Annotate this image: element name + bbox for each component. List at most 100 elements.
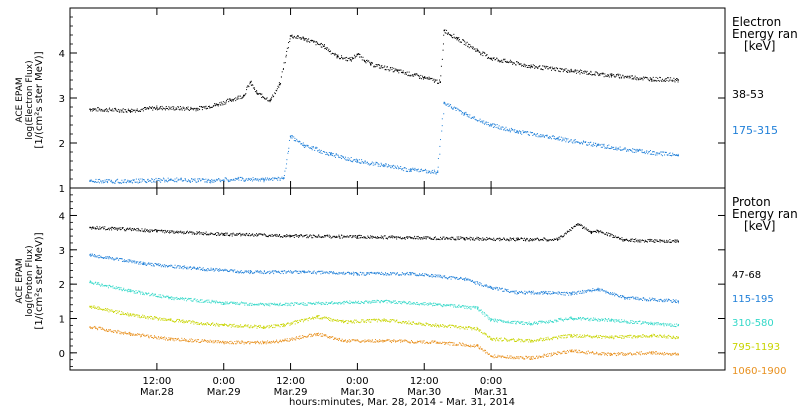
scatter-dot	[439, 145, 441, 147]
scatter-dot	[249, 273, 251, 275]
scatter-dot	[458, 304, 460, 306]
data-point	[677, 154, 679, 157]
scatter-dot	[613, 319, 615, 321]
scatter-dot	[418, 275, 420, 277]
scatter-dot	[493, 57, 495, 59]
scatter-dot	[203, 323, 205, 325]
scatter-dot	[638, 149, 640, 151]
scatter-dot	[559, 139, 561, 141]
scatter-dot	[613, 236, 615, 238]
scatter-dot	[246, 302, 248, 304]
scatter-dot	[394, 236, 396, 238]
scatter-dot	[642, 297, 644, 299]
scatter-dot	[508, 61, 510, 63]
scatter-dot	[305, 304, 307, 306]
scatter-dot	[207, 107, 209, 109]
scatter-dot	[443, 103, 445, 105]
scatter-dot	[621, 77, 623, 79]
scatter-dot	[154, 262, 156, 264]
scatter-dot	[477, 49, 479, 51]
scatter-dot	[106, 109, 108, 111]
scatter-dot	[251, 327, 253, 329]
scatter-dot	[240, 326, 242, 328]
scatter-dot	[335, 302, 337, 304]
scatter-dot	[515, 321, 517, 323]
scatter-dot	[523, 131, 525, 133]
scatter-dot	[120, 111, 122, 113]
scatter-dot	[322, 151, 324, 153]
scatter-dot	[177, 106, 179, 108]
scatter-dot	[183, 231, 185, 233]
scatter-dot	[594, 289, 596, 291]
scatter-dot	[490, 320, 492, 322]
scatter-dot	[313, 302, 315, 304]
scatter-dot	[178, 265, 180, 267]
scatter-dot	[288, 304, 290, 306]
scatter-dot	[455, 239, 457, 241]
scatter-dot	[167, 177, 169, 179]
scatter-dot	[139, 178, 141, 180]
scatter-dot	[651, 153, 653, 155]
scatter-dot	[253, 326, 255, 328]
scatter-dot	[292, 272, 294, 274]
scatter-dot	[203, 232, 205, 234]
scatter-dot	[211, 106, 213, 108]
scatter-dot	[243, 179, 245, 181]
scatter-dot	[379, 272, 381, 274]
scatter-dot	[297, 35, 299, 37]
scatter-dot	[356, 274, 358, 276]
scatter-dot	[377, 236, 379, 238]
scatter-dot	[475, 119, 477, 121]
scatter-dot	[636, 240, 638, 242]
scatter-dot	[224, 177, 226, 179]
scatter-dot	[241, 272, 243, 274]
scatter-dot	[410, 170, 412, 172]
scatter-dot	[190, 181, 192, 183]
scatter-dot	[355, 160, 357, 162]
data-point	[129, 109, 131, 112]
scatter-dot	[620, 321, 622, 323]
data-point	[303, 271, 305, 273]
scatter-dot	[137, 227, 139, 229]
scatter-dot	[413, 237, 415, 239]
scatter-dot	[441, 58, 443, 60]
scatter-dot	[412, 272, 414, 274]
scatter-dot	[263, 271, 265, 273]
scatter-dot	[150, 106, 152, 108]
scatter-dot	[611, 292, 613, 294]
scatter-dot	[123, 182, 125, 184]
scatter-dot	[589, 320, 591, 322]
scatter-dot	[105, 309, 107, 311]
scatter-dot	[248, 86, 250, 88]
scatter-dot	[92, 282, 94, 284]
scatter-dot	[676, 302, 678, 304]
scatter-dot	[263, 181, 265, 183]
scatter-dot	[483, 285, 485, 287]
scatter-dot	[158, 263, 160, 265]
scatter-dot	[138, 180, 140, 182]
scatter-dot	[527, 66, 529, 68]
scatter-dot	[397, 236, 399, 238]
scatter-dot	[347, 157, 349, 159]
scatter-dot	[222, 233, 224, 235]
scatter-dot	[665, 78, 667, 80]
scatter-dot	[123, 287, 125, 289]
scatter-dot	[349, 300, 351, 302]
scatter-dot	[226, 325, 228, 327]
scatter-dot	[432, 305, 434, 307]
scatter-dot	[300, 272, 302, 274]
scatter-dot	[348, 57, 350, 59]
scatter-dot	[619, 74, 621, 76]
scatter-dot	[571, 317, 573, 319]
scatter-dot	[284, 170, 286, 172]
scatter-dot	[641, 323, 643, 325]
scatter-dot	[215, 103, 217, 105]
scatter-dot	[91, 110, 93, 112]
scatter-dot	[638, 240, 640, 242]
scatter-dot	[383, 274, 385, 276]
scatter-dot	[529, 131, 531, 133]
scatter-dot	[111, 229, 113, 231]
scatter-dot	[275, 303, 277, 305]
scatter-dot	[426, 236, 428, 238]
scatter-dot	[285, 272, 287, 274]
